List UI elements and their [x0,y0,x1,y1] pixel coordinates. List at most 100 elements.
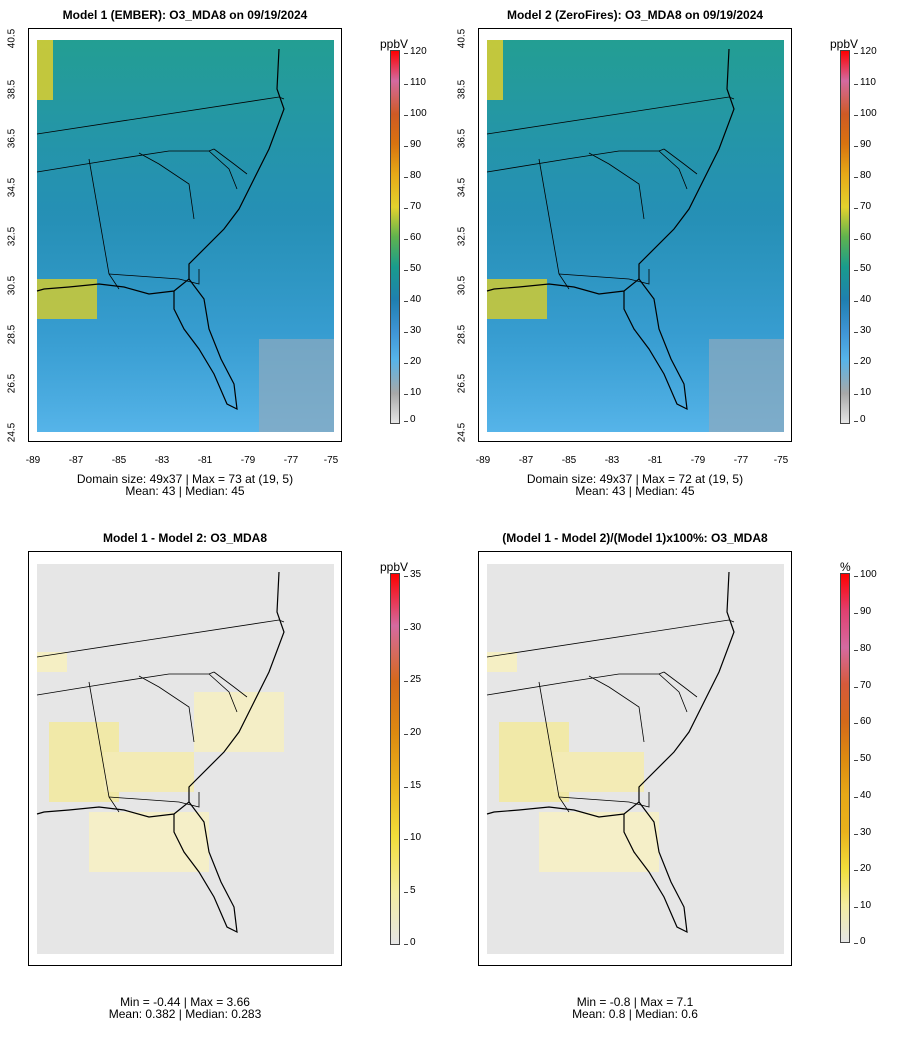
panel2-lon-tick: -85 [561,455,577,466]
panel2-lon-tick: -87 [518,455,534,466]
panel1-stats-line2: Mean: 43 | Median: 45 [125,484,245,498]
panel2-cbtick: 50 [853,263,872,274]
panel1-lat-tick: 40.5 [6,28,18,49]
panel2-colorbar [840,50,850,424]
panel4-map-frame [478,551,792,966]
panel2-lon-tick: -81 [647,455,663,466]
panel2-cbtick: 60 [853,232,872,243]
panel3-cbtick: 10 [403,832,422,843]
panel2-hotspot-nw [487,40,503,100]
panel3-cbtick: 20 [403,727,422,738]
panel3-stats-line1: Min = -0.44 | Max = 3.66 [120,995,250,1009]
panel2-colorbar-unit: ppbV [830,37,859,51]
panel1-cbtick: 110 [404,77,426,88]
panel2-stats-line2: Mean: 43 | Median: 45 [575,484,695,498]
panel2-state-borders [486,96,735,290]
panel4-cbtick: 0 [854,936,866,947]
panel3-cbtick: 0 [404,937,416,948]
panel2-cbtick: 70 [853,201,872,212]
panel2-cbtick: 110 [854,77,876,88]
panel1-title: Model 1 (EMBER): O3_MDA8 on 09/19/2024 [62,8,308,22]
panel2-cbtick: 0 [854,414,866,425]
panel3-diff-patch [194,692,284,752]
panel1-lon-tick: -85 [111,455,127,466]
panel1-lon-tick: -83 [154,455,170,466]
panel1-cbtick: 20 [403,356,422,367]
panel1-cbtick: 70 [403,201,422,212]
panel4-map [486,564,784,954]
panel1-cbtick: 0 [404,414,416,425]
panel4-colorbar-unit: % [840,560,851,574]
panel2-lat-tick: 36.5 [456,128,468,149]
panel3-map-frame [28,551,342,966]
panel2-title: Model 2 (ZeroFires): O3_MDA8 on 09/19/20… [506,8,764,22]
panel1-lat-tick: 32.5 [6,226,18,247]
panel1-map-frame [28,28,342,442]
panel1-colorbar [390,50,400,424]
panel1-lat-tick: 38.5 [6,79,18,100]
panel3-cbtick: 15 [403,780,422,791]
panel3-diff-patch [104,752,194,792]
panel1-stats-line1: Domain size: 49x37 | Max = 73 at (19, 5) [76,472,294,486]
panel1-lat-tick: 36.5 [6,128,18,149]
panel3-coastline [36,571,285,818]
panel2-map [486,40,784,432]
panel1-hotspot-nw [37,40,53,100]
panel2-coastline [486,48,735,295]
panel1-cbtick: 50 [403,263,422,274]
panel1-cbtick: 80 [403,170,422,181]
panel3-state-borders [36,619,285,813]
panel2-lon-tick: -89 [475,455,491,466]
panel3-map [36,564,334,954]
panel2-cbtick: 120 [854,46,877,57]
panel4-title: (Model 1 - Model 2)/(Model 1)x100%: O3_M… [502,531,768,545]
panel2-stats-line1: Domain size: 49x37 | Max = 72 at (19, 5) [526,472,744,486]
panel1-lon-tick: -87 [68,455,84,466]
panel4-cbtick: 90 [853,606,872,617]
panel1-lon-tick: -89 [25,455,41,466]
panel2-lat-tick: 24.5 [456,422,468,443]
panel4-cbtick: 10 [853,900,872,911]
panel2-lon-tick: -77 [733,455,749,466]
panel3-stats-line2: Mean: 0.382 | Median: 0.283 [108,1007,262,1021]
panel4-cbtick: 30 [853,827,872,838]
panel2-lon-tick: -79 [690,455,706,466]
panel1-cbtick: 100 [404,108,427,119]
panel2-lat-tick: 40.5 [456,28,468,49]
panel1-cbtick: 30 [403,325,422,336]
panel1-state-borders [36,96,285,290]
panel3-cbtick: 25 [403,674,422,685]
panel4-cbtick: 100 [854,569,877,580]
panel3-cbtick: 35 [403,569,422,580]
panel3-florida [173,801,238,934]
panel1-lon-tick: -75 [323,455,339,466]
panel2-low-atlantic [709,339,784,432]
panel2-cbtick: 20 [853,356,872,367]
panel4-stats-line2: Mean: 0.8 | Median: 0.6 [572,1007,698,1021]
panel2-cbtick: 30 [853,325,872,336]
panel1-colorbar-unit: ppbV [380,37,409,51]
panel4-stats-line1: Min = -0.8 | Max = 7.1 [576,995,694,1009]
panel4-state-borders [486,619,735,813]
panel4-florida [623,801,688,934]
panel4-cbtick: 70 [853,680,872,691]
panel2-cbtick: 90 [853,139,872,150]
panel1-lat-tick: 30.5 [6,275,18,296]
panel2-cbtick: 10 [853,387,872,398]
panel1-low-atlantic [259,339,334,432]
panel1-cbtick: 60 [403,232,422,243]
panel4-diff-patch [554,752,644,792]
panel3-cbtick: 5 [404,885,416,896]
panel2-lon-tick: -83 [604,455,620,466]
panel1-cbtick: 10 [403,387,422,398]
panel4-cbtick: 50 [853,753,872,764]
panel2-cbtick: 40 [853,294,872,305]
panel2-lat-tick: 38.5 [456,79,468,100]
panel3-diff-patch [89,812,209,872]
panel1-lat-tick: 34.5 [6,177,18,198]
panel4-colorbar [840,573,850,943]
panel4-diff-patch [487,652,517,672]
panel3-colorbar [390,573,400,945]
panel2-lat-tick: 30.5 [456,275,468,296]
panel1-lon-tick: -81 [197,455,213,466]
